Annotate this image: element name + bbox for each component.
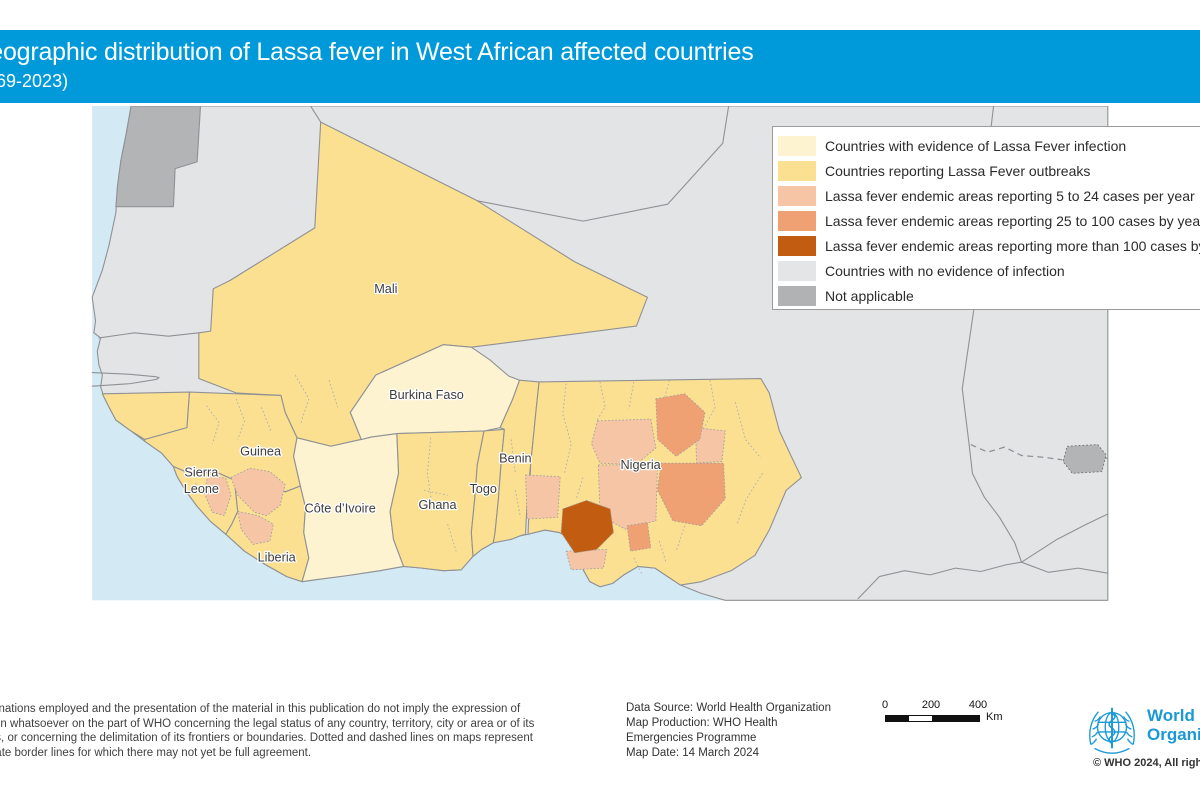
legend-item-endemic-high: Lassa fever endemic areas reporting more… <box>778 233 1200 258</box>
who-disclaimer: The designations employed and the presen… <box>0 703 535 759</box>
border-gambia <box>91 372 160 387</box>
label-togo: Togo <box>469 482 497 496</box>
map-production-line: Map Production: WHO Health <box>626 717 778 729</box>
who-wordmark: World Health Organization <box>1147 706 1200 744</box>
region-not-applicable-western-sahara <box>115 105 202 208</box>
legend-swatch-no-evidence <box>778 260 816 281</box>
border-mauritania-algeria <box>309 105 322 123</box>
map-production-line2: Emergencies Programme <box>626 732 757 744</box>
map-date-line: Map Date: 14 March 2024 <box>626 747 759 759</box>
lake-chad-not-applicable <box>1062 444 1107 474</box>
scale-tick-400: 400 <box>968 699 988 711</box>
country-labels: Mali Burkina Faso Guinea Sierra Leone Cô… <box>182 281 662 566</box>
legend-item-outbreaks: Countries reporting Lassa Fever outbreak… <box>778 158 1200 183</box>
legend-swatch-endemic-mid <box>778 210 816 231</box>
label-sierra: Sierra <box>184 466 219 480</box>
label-liberia: Liberia <box>258 550 297 564</box>
label-ghana: Ghana <box>418 498 457 512</box>
scale-unit: Km <box>986 711 1003 723</box>
title-banner: Geographic distribution of Lassa fever i… <box>0 30 1200 103</box>
legend-swatch-endemic-high <box>778 235 816 256</box>
page-subtitle: (1969-2023) <box>0 71 69 91</box>
border-algeria-niger <box>476 105 730 222</box>
page-title: Geographic distribution of Lassa fever i… <box>0 38 754 66</box>
legend-item-evidence: Countries with evidence of Lassa Fever i… <box>778 133 1200 158</box>
legend-item-endemic-low: Lassa fever endemic areas reporting 5 to… <box>778 183 1200 208</box>
label-mali: Mali <box>374 282 397 296</box>
endemic-areas-5-24-cases <box>203 418 726 571</box>
legend-swatch-evidence <box>778 135 816 156</box>
border-senegal-mauritania <box>98 332 200 339</box>
country-benin <box>492 379 540 544</box>
border-cameroon-chad-car <box>857 513 1109 600</box>
label-burkina-faso: Burkina Faso <box>389 388 464 402</box>
label-nigeria: Nigeria <box>621 458 662 472</box>
title-banner-bg <box>0 30 1200 103</box>
legend-swatch-endemic-low <box>778 185 816 206</box>
title-block: Geographic distribution of Lassa fever i… <box>0 30 754 92</box>
label-guinea: Guinea <box>240 445 282 459</box>
data-source-block: Data Source: World Health Organization M… <box>626 701 831 761</box>
label-benin: Benin <box>499 451 531 465</box>
label-cote-divoire: Côte d’Ivoire <box>305 501 376 515</box>
legend-swatch-not-applicable <box>778 285 816 306</box>
data-source-line: Data Source: World Health Organization <box>626 702 831 714</box>
admin-boundaries <box>195 374 763 576</box>
label-leone: Leone <box>184 482 219 496</box>
scale-bar-segments <box>885 715 980 722</box>
legend-item-endemic-mid: Lassa fever endemic areas reporting 25 t… <box>778 208 1200 233</box>
who-emblem-icon <box>1089 707 1135 754</box>
legend-item-no-evidence: Countries with no evidence of infection <box>778 258 1200 283</box>
who-copyright: © WHO 2024, All rights reserved. <box>1093 757 1200 769</box>
endemic-areas-25-100-cases <box>626 393 726 552</box>
legend-item-not-applicable: Not applicable <box>778 283 1200 308</box>
endemic-areas-over-100-cases <box>560 499 614 554</box>
scale-tick-0: 0 <box>881 699 889 711</box>
scale-bar: 0 200 400 Km <box>870 699 1030 729</box>
legend: Countries with evidence of Lassa Fever i… <box>772 126 1200 310</box>
legend-swatch-outbreaks <box>778 160 816 181</box>
scale-tick-200: 200 <box>921 699 941 711</box>
country-burkina-faso <box>349 344 521 441</box>
